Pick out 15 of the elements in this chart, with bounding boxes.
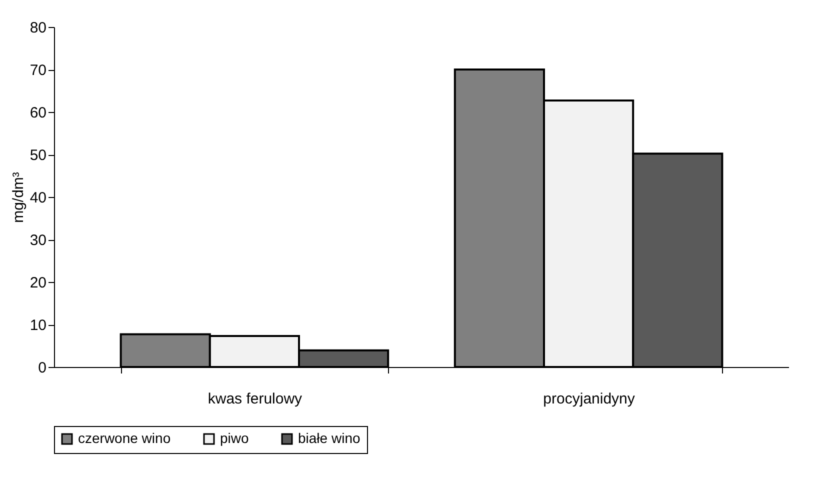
y-tick-label: 70 — [30, 62, 46, 79]
y-tick-label: 60 — [30, 104, 46, 122]
y-tick-label: 50 — [30, 147, 46, 164]
y-tick-label: 30 — [30, 232, 46, 249]
legend-label: białe wino — [298, 430, 360, 446]
x-tick-label: procyjanidyny — [543, 390, 636, 408]
y-tick-label: 0 — [38, 360, 46, 376]
y-tick-label: 20 — [30, 274, 46, 292]
legend-label: piwo — [220, 430, 250, 446]
y-tick-label: 10 — [30, 317, 46, 334]
x-tick-label: kwas ferulowy — [208, 390, 303, 408]
y-tick-label: 40 — [30, 190, 46, 206]
y-axis-title: mg/dm³ — [10, 172, 27, 223]
y-tick-label: 80 — [30, 20, 46, 36]
legend-label: czerwone wino — [78, 430, 171, 446]
